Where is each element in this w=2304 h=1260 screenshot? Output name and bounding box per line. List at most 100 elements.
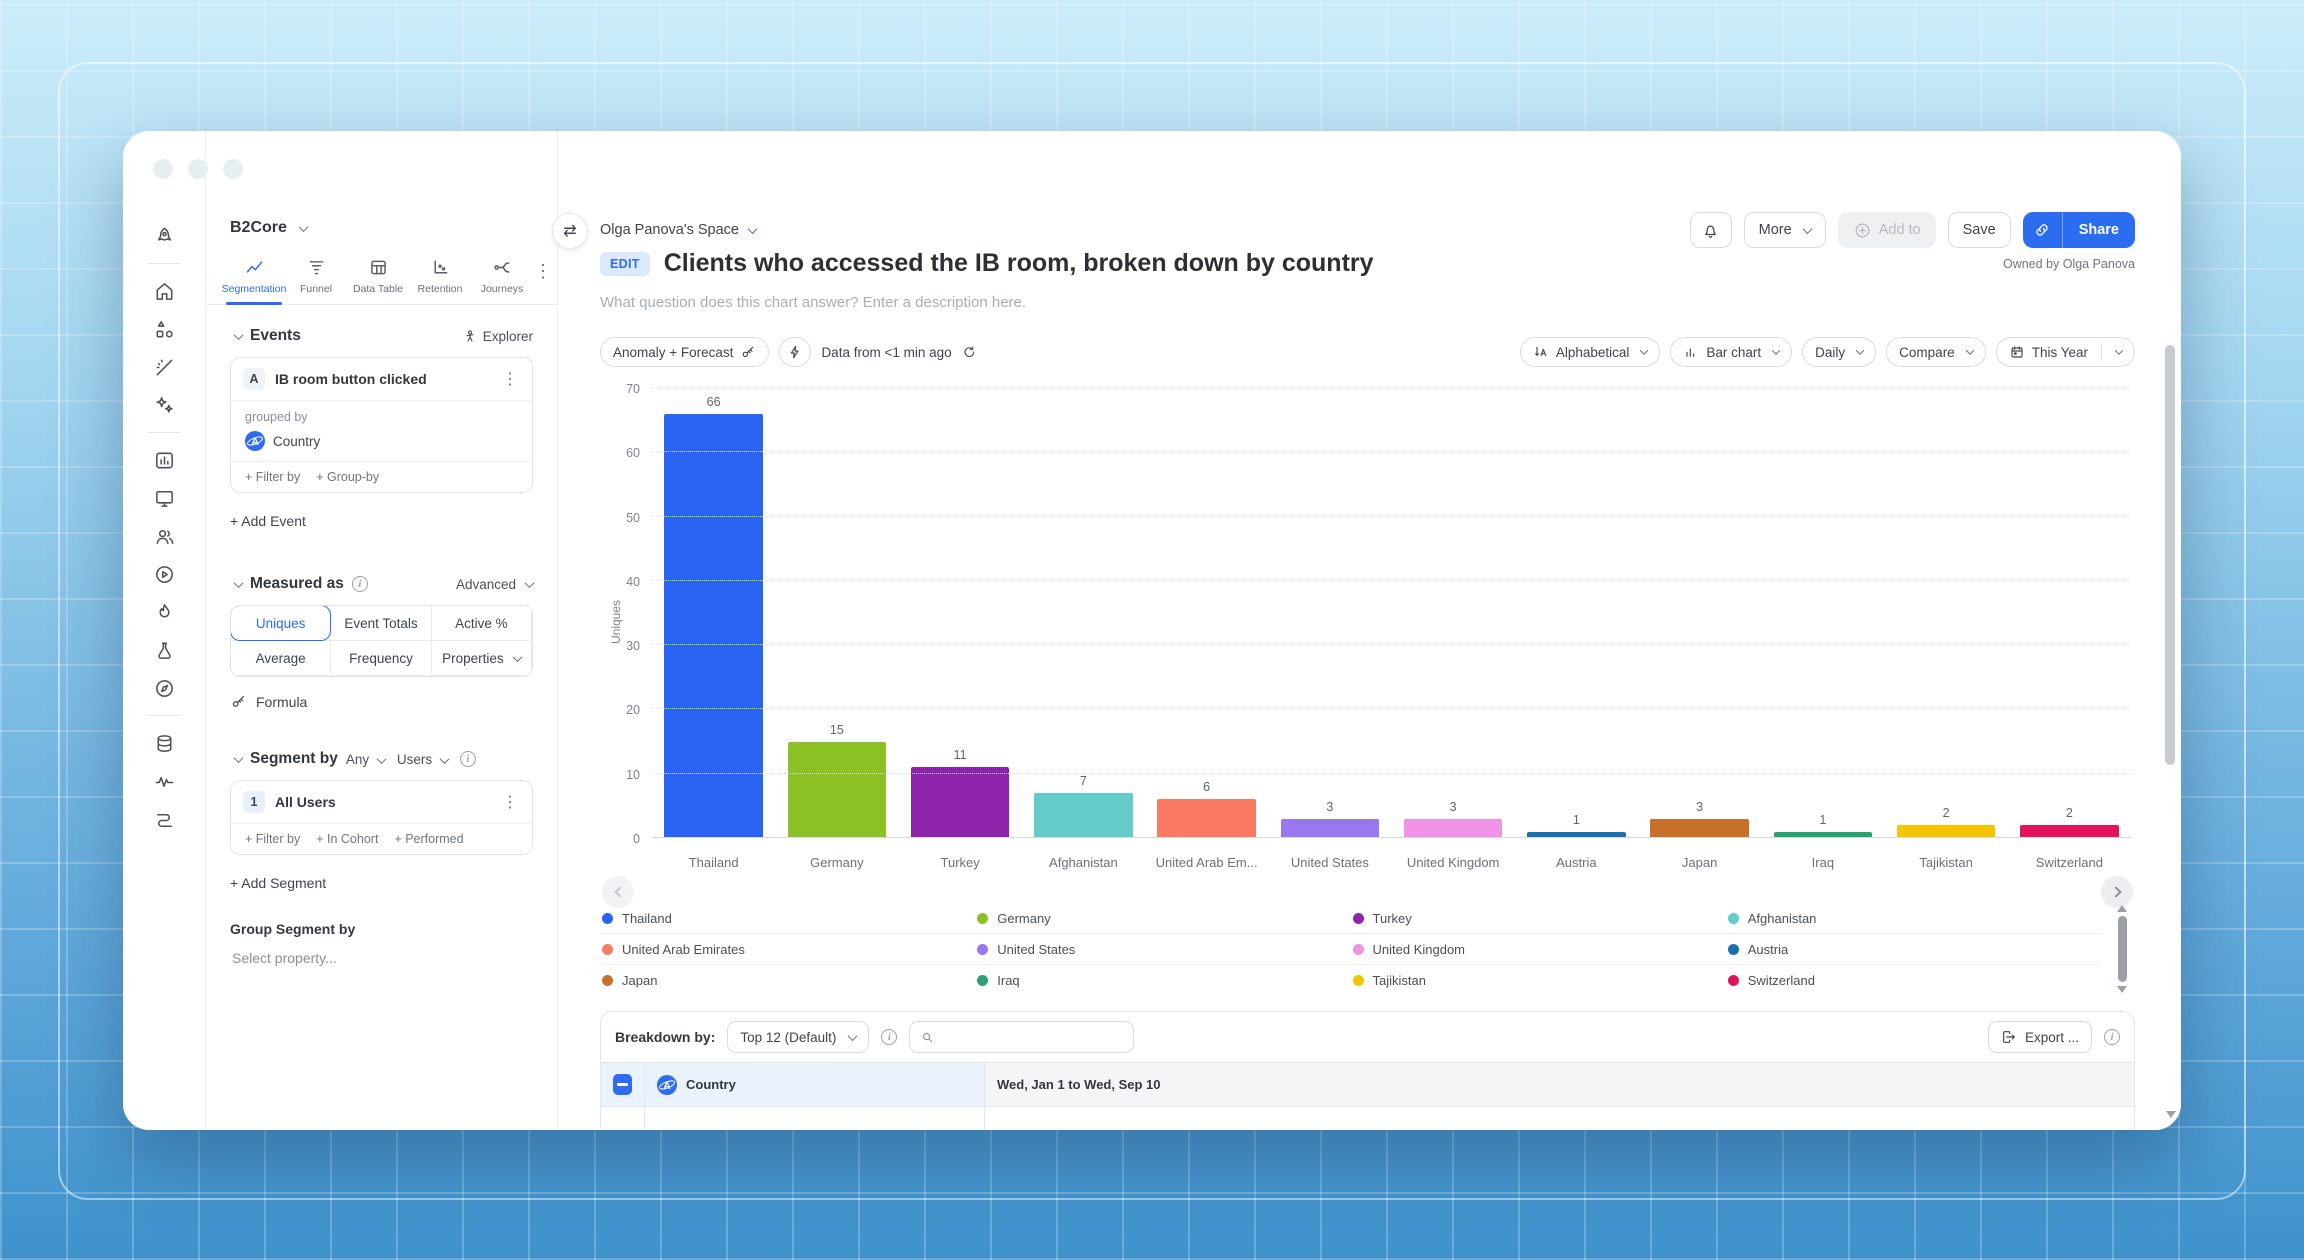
- option-frequency[interactable]: Frequency: [330, 640, 432, 676]
- sort-dropdown[interactable]: Alphabetical: [1519, 337, 1661, 367]
- realtime-bolt-button[interactable]: [779, 337, 812, 367]
- breakdown-search[interactable]: [909, 1021, 1135, 1053]
- legend-item[interactable]: Germany: [975, 903, 1351, 934]
- window-dot[interactable]: [223, 159, 243, 179]
- legend-item[interactable]: Afghanistan: [1725, 903, 2101, 934]
- filter-by-button[interactable]: + Filter by: [245, 470, 301, 484]
- legend-item[interactable]: Thailand: [600, 903, 976, 934]
- select-property-input[interactable]: Select property...: [232, 950, 337, 966]
- chart-bar[interactable]: [1773, 831, 1873, 838]
- export-button[interactable]: Export ...: [1987, 1021, 2092, 1053]
- share-split-button[interactable]: Share: [2022, 212, 2135, 248]
- description-placeholder[interactable]: What question does this chart answer? En…: [600, 294, 1027, 311]
- legend-item[interactable]: Switzerland: [1726, 965, 2101, 996]
- legend-item[interactable]: Japan: [600, 965, 975, 996]
- rocket-icon[interactable]: [149, 221, 179, 251]
- refresh-icon[interactable]: [961, 344, 977, 360]
- chart-bar[interactable]: [1034, 793, 1133, 838]
- chart-bar-slot[interactable]: 3: [1268, 388, 1391, 838]
- segment-card-header[interactable]: 1 All Users ⋮: [231, 781, 532, 823]
- segment-filter-by-button[interactable]: + Filter by: [245, 832, 301, 846]
- chart-bar-slot[interactable]: 2: [2008, 388, 2131, 838]
- chart-bar[interactable]: [664, 413, 763, 838]
- scrollbar-thumb[interactable]: [2165, 345, 2175, 765]
- chart-type-dropdown[interactable]: Bar chart: [1670, 337, 1793, 367]
- option-event-totals[interactable]: Event Totals: [330, 606, 432, 641]
- chart-bar[interactable]: [1403, 818, 1503, 838]
- performed-button[interactable]: + Performed: [394, 832, 464, 846]
- chart-bar-slot[interactable]: 1: [1761, 388, 1884, 838]
- anomaly-forecast-pill[interactable]: Anomaly + Forecast: [600, 337, 770, 367]
- event-card-header[interactable]: A IB room button clicked ⋮: [231, 358, 532, 400]
- signals-icon[interactable]: [149, 766, 179, 796]
- formula-button[interactable]: Formula: [230, 693, 533, 710]
- chart-bar[interactable]: [1280, 818, 1380, 838]
- experiments-icon[interactable]: [149, 635, 179, 665]
- org-shapes-icon[interactable]: [149, 314, 179, 344]
- chart-bar-slot[interactable]: 11: [899, 388, 1022, 838]
- save-button[interactable]: Save: [1947, 212, 2011, 248]
- tabs-overflow-menu[interactable]: ⋮: [534, 261, 552, 281]
- legend-item[interactable]: Tajikistan: [1351, 965, 1726, 996]
- option-uniques[interactable]: Uniques: [231, 606, 332, 641]
- tab-journeys[interactable]: Journeys: [472, 257, 532, 304]
- copy-link-button[interactable]: [2023, 212, 2063, 248]
- journeys-route-icon[interactable]: [149, 804, 179, 834]
- chart-scroll-right-button[interactable]: [2101, 876, 2133, 908]
- legend-item[interactable]: United Kingdom: [1350, 934, 1726, 965]
- page-title[interactable]: Clients who accessed the IB room, broken…: [663, 249, 1374, 277]
- advanced-dropdown[interactable]: Advanced: [456, 577, 535, 592]
- info-icon[interactable]: i: [881, 1029, 898, 1045]
- chart-bar-slot[interactable]: 2: [1885, 388, 2008, 838]
- explorer-button[interactable]: Explorer: [462, 328, 533, 344]
- chart-bar-slot[interactable]: 15: [775, 388, 898, 838]
- tab-segmentation[interactable]: Segmentation: [222, 257, 286, 305]
- country-column-header[interactable]: A Country: [645, 1063, 985, 1106]
- space-selector[interactable]: Olga Panova's Space: [600, 222, 758, 238]
- data-icon[interactable]: [149, 728, 179, 758]
- chart-bar-slot[interactable]: 1: [1515, 388, 1638, 838]
- chart-bar-slot[interactable]: 3: [1638, 388, 1761, 838]
- users-icon[interactable]: [149, 521, 179, 551]
- share-button[interactable]: Share: [2078, 222, 2119, 238]
- granularity-dropdown[interactable]: Daily: [1802, 337, 1877, 367]
- collapse-icon[interactable]: [233, 577, 244, 588]
- flame-icon[interactable]: [149, 597, 179, 627]
- event-menu-icon[interactable]: ⋮: [502, 371, 518, 388]
- chart-bar[interactable]: [787, 741, 887, 838]
- info-icon[interactable]: i: [351, 576, 368, 592]
- option-properties[interactable]: Properties: [430, 640, 532, 676]
- group-by-button[interactable]: + Group-by: [316, 470, 380, 484]
- chart-bar[interactable]: [1650, 818, 1749, 838]
- scroll-down-icon[interactable]: [2117, 986, 2127, 993]
- chart-bar-slot[interactable]: 7: [1022, 388, 1145, 838]
- scroll-up-icon[interactable]: [2117, 905, 2127, 912]
- option-active-pct[interactable]: Active %: [430, 606, 532, 641]
- chart-bar[interactable]: [2020, 825, 2119, 838]
- add-segment-button[interactable]: + Add Segment: [230, 875, 327, 891]
- segment-menu-icon[interactable]: ⋮: [502, 794, 518, 811]
- legend-item[interactable]: United States: [975, 934, 1351, 965]
- chart-bar[interactable]: [1527, 831, 1626, 838]
- segment-any-dropdown[interactable]: Any: [346, 752, 387, 767]
- chart-bar-slot[interactable]: 3: [1392, 388, 1515, 838]
- dashboards-icon[interactable]: [149, 445, 179, 475]
- chart-bar-slot[interactable]: 6: [1145, 388, 1268, 838]
- chart-bar[interactable]: [910, 767, 1010, 838]
- in-cohort-button[interactable]: + In Cohort: [316, 832, 379, 846]
- date-range-dropdown[interactable]: This Year: [1995, 337, 2135, 367]
- sparkles-icon[interactable]: [149, 390, 179, 420]
- tab-retention[interactable]: Retention: [410, 257, 470, 304]
- chart-bar-slot[interactable]: 66: [652, 388, 775, 838]
- main-scrollbar[interactable]: [2164, 227, 2176, 1118]
- add-event-button[interactable]: + Add Event: [230, 513, 306, 529]
- search-input[interactable]: [942, 1029, 1124, 1045]
- tab-data-table[interactable]: Data Table: [348, 257, 408, 304]
- legend-scrollbar[interactable]: [2115, 905, 2129, 993]
- compass-icon[interactable]: [149, 673, 179, 703]
- info-icon[interactable]: i: [459, 751, 476, 767]
- displays-icon[interactable]: [149, 483, 179, 513]
- segment-users-dropdown[interactable]: Users: [397, 752, 450, 767]
- chart-bar[interactable]: [1157, 799, 1256, 838]
- session-replay-icon[interactable]: [149, 559, 179, 589]
